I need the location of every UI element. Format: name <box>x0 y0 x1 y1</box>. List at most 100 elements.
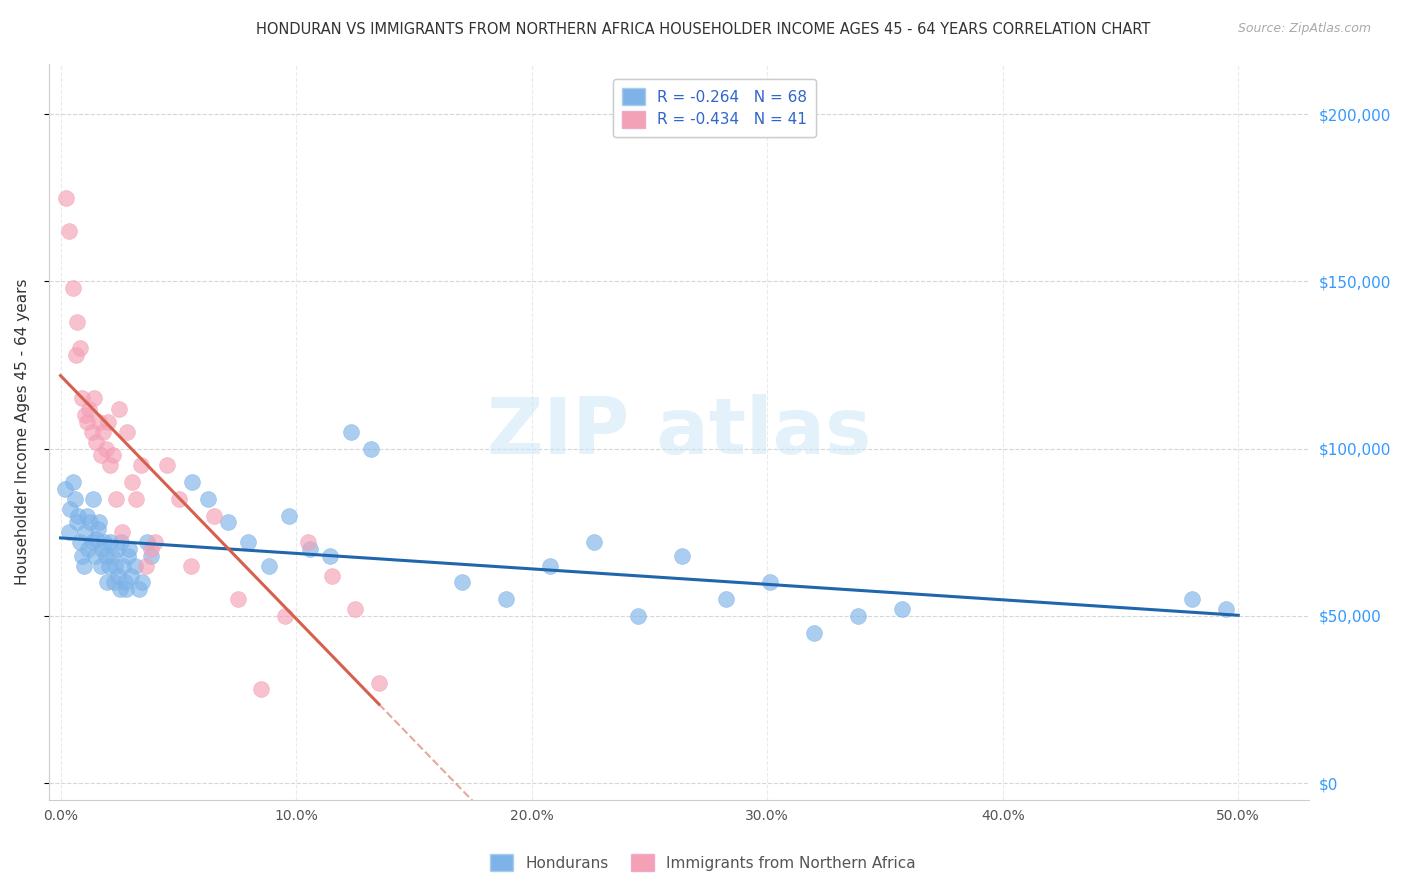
Point <box>100 458 122 473</box>
Point <box>80 535 103 549</box>
Point <box>103 575 125 590</box>
Text: ZIP atlas: ZIP atlas <box>486 394 870 470</box>
Point <box>714 592 737 607</box>
Y-axis label: Householder Income Ages 45 - 64 years: Householder Income Ages 45 - 64 years <box>15 278 30 585</box>
Point <box>181 475 204 489</box>
Point <box>58 525 80 540</box>
Point <box>360 442 382 456</box>
Point <box>339 425 361 439</box>
Point <box>83 549 105 563</box>
Point <box>131 575 153 590</box>
Point <box>86 434 108 449</box>
Point <box>297 535 319 549</box>
Point <box>76 415 98 429</box>
Point <box>97 415 120 429</box>
Point <box>118 541 141 556</box>
Point <box>135 535 157 549</box>
Point <box>77 541 100 556</box>
Legend: R = -0.264   N = 68, R = -0.434   N = 41: R = -0.264 N = 68, R = -0.434 N = 41 <box>613 79 815 136</box>
Point <box>76 508 98 523</box>
Point <box>202 508 225 523</box>
Point <box>217 515 239 529</box>
Point <box>67 508 90 523</box>
Point <box>128 582 150 596</box>
Point <box>451 575 474 590</box>
Point <box>93 425 115 439</box>
Point <box>104 491 127 506</box>
Point <box>90 558 112 573</box>
Point <box>107 568 129 582</box>
Point <box>114 575 136 590</box>
Point <box>890 602 912 616</box>
Point <box>89 515 111 529</box>
Point <box>167 491 190 506</box>
Point <box>274 608 297 623</box>
Point <box>91 541 114 556</box>
Point <box>197 491 219 506</box>
Point <box>298 541 321 556</box>
Point <box>86 532 108 546</box>
Point <box>87 522 110 536</box>
Point <box>65 515 87 529</box>
Point <box>70 549 93 563</box>
Point <box>1181 592 1204 607</box>
Point <box>121 475 143 489</box>
Point <box>627 608 650 623</box>
Point <box>238 535 260 549</box>
Text: Source: ZipAtlas.com: Source: ZipAtlas.com <box>1237 22 1371 36</box>
Point <box>90 448 112 462</box>
Point <box>115 425 138 439</box>
Point <box>70 392 93 406</box>
Point <box>69 535 91 549</box>
Point <box>83 392 105 406</box>
Point <box>180 558 202 573</box>
Point <box>257 558 280 573</box>
Point <box>368 675 391 690</box>
Point <box>63 491 86 506</box>
Point <box>62 475 84 489</box>
Point <box>120 568 142 582</box>
Point <box>77 401 100 416</box>
Point <box>250 682 273 697</box>
Point <box>82 491 104 506</box>
Point <box>344 602 367 616</box>
Point <box>96 575 118 590</box>
Point <box>803 625 825 640</box>
Point <box>87 415 110 429</box>
Point <box>129 458 152 473</box>
Point <box>108 401 131 416</box>
Point <box>105 541 128 556</box>
Point <box>73 408 96 422</box>
Point <box>101 448 124 462</box>
Point <box>226 592 249 607</box>
Point <box>156 458 179 473</box>
Point <box>125 491 148 506</box>
Point <box>65 348 87 362</box>
Point <box>94 549 117 563</box>
Point <box>58 224 80 238</box>
Point <box>143 535 166 549</box>
Point <box>124 558 146 573</box>
Point <box>846 608 869 623</box>
Point <box>53 482 76 496</box>
Point <box>135 558 157 573</box>
Point <box>72 558 94 573</box>
Point <box>66 314 89 328</box>
Point <box>55 191 77 205</box>
Point <box>319 549 342 563</box>
Point <box>93 535 115 549</box>
Point <box>115 582 138 596</box>
Point <box>100 535 122 549</box>
Point <box>582 535 605 549</box>
Point <box>108 582 131 596</box>
Point <box>759 575 782 590</box>
Point <box>62 281 84 295</box>
Point <box>80 425 103 439</box>
Point <box>75 525 97 540</box>
Point <box>94 442 117 456</box>
Point <box>111 525 134 540</box>
Point <box>59 501 82 516</box>
Point <box>69 341 91 355</box>
Point <box>97 558 120 573</box>
Point <box>139 541 162 556</box>
